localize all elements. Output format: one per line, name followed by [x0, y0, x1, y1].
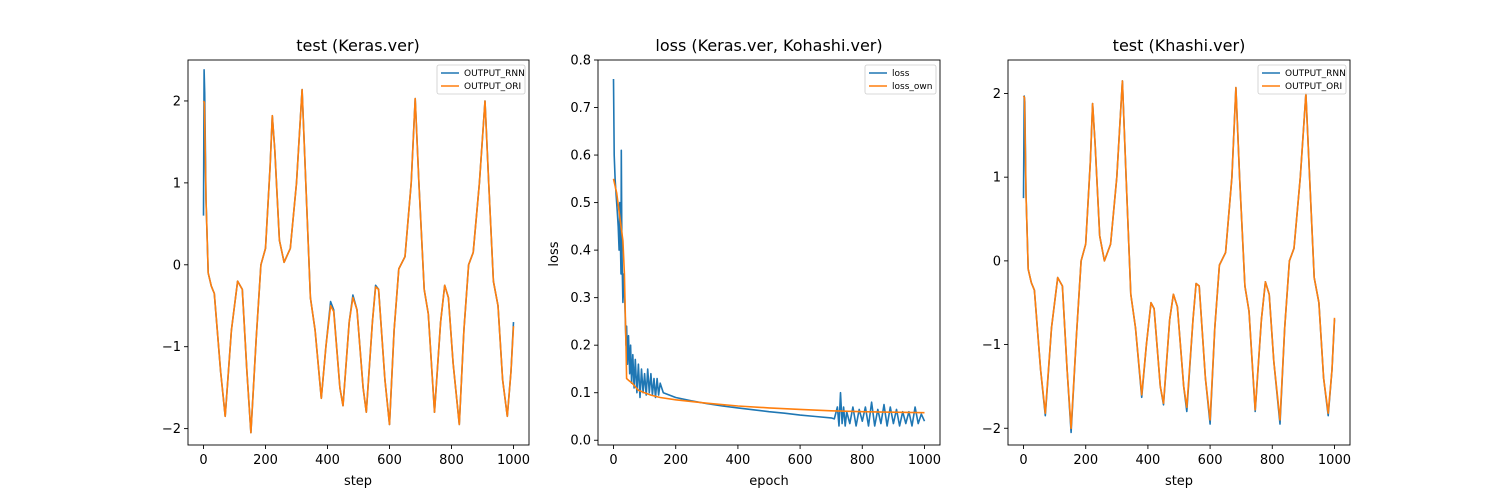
- series-lines: [1022, 80, 1336, 434]
- y-tick-label: 0.4: [570, 244, 591, 259]
- chart-title: loss (Keras.ver, Kohashi.ver): [655, 36, 882, 55]
- y-tick-label: 0.3: [570, 291, 591, 306]
- series-lines: [612, 78, 926, 427]
- chart-title: test (Khashi.ver): [1113, 36, 1246, 55]
- series-line-loss-own: [612, 178, 925, 414]
- x-tick-label: 200: [1073, 453, 1098, 468]
- legend-label: loss_own: [892, 82, 932, 92]
- x-axis-label: epoch: [749, 474, 789, 489]
- y-tick-label: 2: [173, 94, 181, 109]
- chart-loss: loss (Keras.ver, Kohashi.ver) 0 200 400 600…: [547, 36, 941, 489]
- y-tick-label: 0.6: [570, 149, 591, 164]
- x-tick-label: 200: [253, 453, 278, 468]
- y-tick-label: 0: [173, 258, 181, 273]
- axes-frame: [187, 59, 530, 446]
- y-tick-label: 0.8: [570, 54, 591, 69]
- y-tick-label: 1: [993, 171, 1001, 186]
- x-tick-label: 400: [1135, 453, 1160, 468]
- x-tick-label: 400: [315, 453, 340, 468]
- x-axis-label: step: [344, 474, 372, 489]
- y-tick-label: 0: [993, 254, 1001, 269]
- axes-frame: [1007, 59, 1351, 446]
- legend: OUTPUT_RNN OUTPUT_ORI: [436, 64, 526, 95]
- y-axis-label: loss: [547, 241, 562, 266]
- legend-label: OUTPUT_ORI: [1285, 82, 1342, 92]
- x-tick-label: 400: [725, 453, 750, 468]
- x-tick-label: 0: [1019, 453, 1027, 468]
- x-tick-label: 200: [663, 453, 688, 468]
- y-tick-label: −2: [982, 422, 1001, 437]
- y-tick-label: 0.5: [570, 196, 591, 211]
- x-tick-label: 0: [199, 453, 207, 468]
- legend: OUTPUT_RNN OUTPUT_ORI: [1257, 64, 1347, 95]
- x-tick-label: 800: [1260, 453, 1285, 468]
- series-line-output-ori: [1022, 80, 1336, 430]
- x-tick-label: 600: [1198, 453, 1223, 468]
- plot-area: 0 200 400 600 800 1000 0.0 0.1 0.2 0.3 0.4 0.5 0.6 0.…: [570, 54, 941, 469]
- axes-frame: [597, 59, 941, 446]
- legend-label: loss: [892, 69, 910, 79]
- x-tick-label: 1000: [908, 453, 941, 468]
- x-tick-label: 600: [788, 453, 813, 468]
- y-tick-label: −1: [162, 340, 181, 355]
- legend-label: OUTPUT_ORI: [464, 82, 521, 92]
- y-tick-label: −2: [162, 422, 181, 437]
- series-line-output-ori: [202, 88, 515, 434]
- legend-label: OUTPUT_RNN: [1285, 69, 1346, 79]
- y-tick-label: 0.2: [570, 339, 591, 354]
- x-axis-label: step: [1165, 474, 1193, 489]
- legend: loss loss_own: [864, 64, 937, 95]
- series-lines: [202, 69, 515, 434]
- chart-test-khashi: test (Khashi.ver) 0 200 400 600 800 1000 −2 −1 0…: [982, 36, 1351, 489]
- legend-label: OUTPUT_RNN: [464, 69, 525, 79]
- y-tick-label: 0.7: [570, 101, 591, 116]
- x-tick-label: 600: [377, 453, 402, 468]
- y-tick-label: 2: [993, 87, 1001, 102]
- x-tick-label: 800: [850, 453, 875, 468]
- chart-test-keras: test (Keras.ver) 0 200 400 600 800 1000 −2 −1 0 1…: [162, 36, 530, 489]
- x-tick-label: 0: [609, 453, 617, 468]
- y-tick-label: 0.1: [570, 386, 591, 401]
- y-tick-label: 1: [173, 176, 181, 191]
- x-tick-label: 1000: [1318, 453, 1351, 468]
- x-tick-label: 1000: [497, 453, 530, 468]
- y-tick-label: 0.0: [570, 434, 591, 449]
- plot-area: 0 200 400 600 800 1000−2−1012OUTPUT_RNNOUTPUT…: [982, 59, 1351, 468]
- chart-title: test (Keras.ver): [296, 36, 420, 55]
- plot-area: 0 200 400 600 800 1000−2−1012OUTPUT_RNNOUTPUT…: [162, 59, 530, 468]
- y-tick-label: −1: [982, 338, 1001, 353]
- x-tick-label: 800: [439, 453, 464, 468]
